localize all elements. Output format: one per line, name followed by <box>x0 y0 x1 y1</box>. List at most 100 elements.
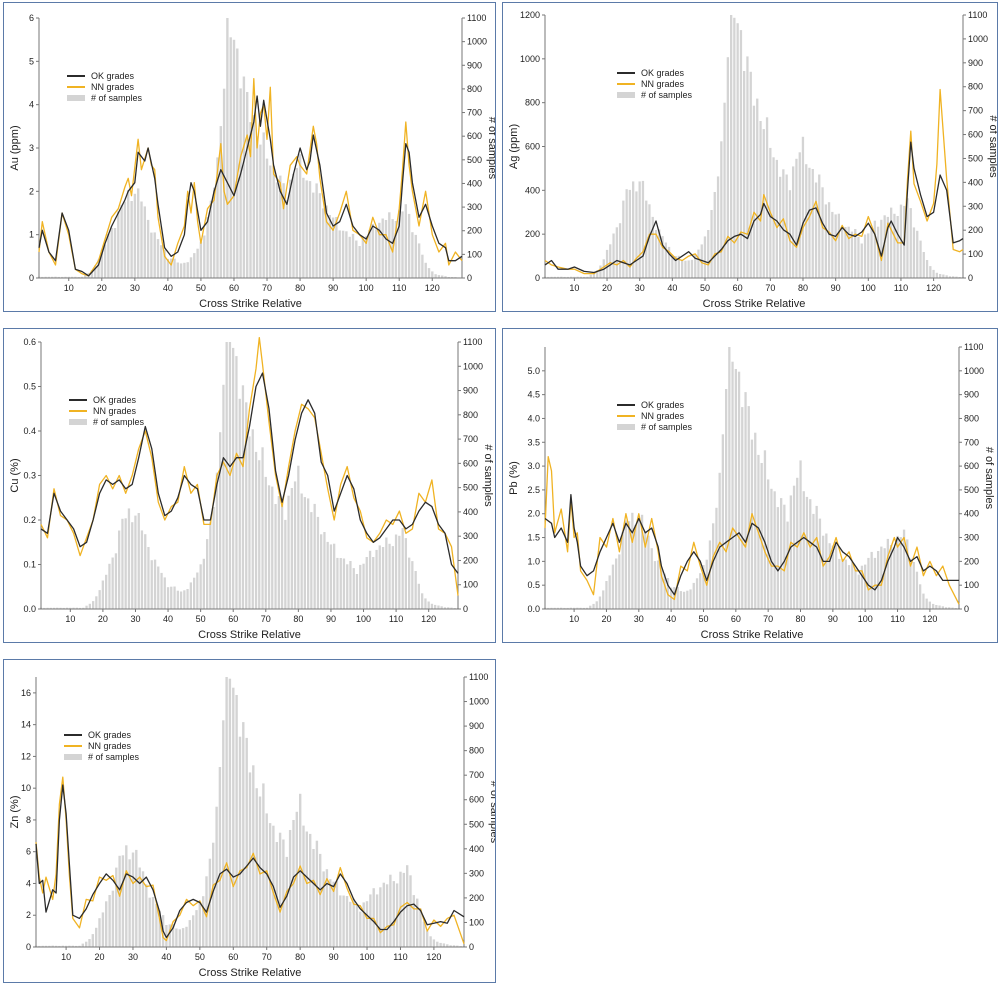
sample-bar <box>323 532 326 609</box>
sample-bar <box>261 447 264 609</box>
x-tick-label: 70 <box>763 614 773 624</box>
sample-bar <box>222 720 225 947</box>
sample-bar <box>952 276 955 278</box>
sample-bar <box>316 516 320 609</box>
sample-bar <box>166 258 170 278</box>
sample-bar <box>431 271 434 278</box>
x-tick-label: 50 <box>196 283 206 293</box>
sample-bar <box>703 236 707 278</box>
sample-bar <box>178 929 181 947</box>
sample-bar <box>275 842 278 947</box>
sample-bar <box>679 591 682 609</box>
sample-bar <box>890 207 893 278</box>
sample-bar <box>130 201 133 278</box>
sample-bar <box>658 229 661 278</box>
sample-bar <box>720 141 723 278</box>
sample-bar <box>272 166 275 278</box>
sample-bar <box>560 607 563 609</box>
sample-bar <box>38 945 41 947</box>
sample-bar <box>818 174 821 278</box>
sample-bar <box>870 226 873 278</box>
legend-samples-label: # of samples <box>88 752 140 762</box>
sample-bar <box>245 737 248 947</box>
sample-bar <box>741 407 744 609</box>
sample-bar <box>710 210 713 278</box>
y2-tick-label: 100 <box>469 917 484 927</box>
sample-bar <box>155 904 158 947</box>
sample-bar <box>570 276 573 278</box>
sample-bar <box>312 192 315 278</box>
legend-ok-label: OK grades <box>641 400 685 410</box>
x-tick-label: 70 <box>765 283 775 293</box>
sample-bar <box>602 590 605 609</box>
sample-bar <box>176 262 179 278</box>
x-tick-label: 10 <box>569 283 579 293</box>
sample-bar <box>319 853 322 947</box>
legend-samples-label: # of samples <box>93 417 145 427</box>
sample-bar <box>280 502 284 609</box>
sample-bar <box>274 504 277 609</box>
sample-bar <box>236 48 239 278</box>
sample-bar <box>628 189 631 278</box>
sample-bar <box>183 262 186 278</box>
sample-bar <box>365 557 368 609</box>
sample-bar <box>134 515 137 609</box>
sample-bar <box>85 941 88 947</box>
sample-bar <box>827 202 831 278</box>
sample-bar <box>103 244 107 278</box>
sample-bar <box>305 180 308 278</box>
sample-bar <box>346 564 349 609</box>
sample-bar <box>74 276 77 278</box>
sample-bar <box>786 521 789 609</box>
y2-tick-label: 1000 <box>463 361 483 371</box>
y2-tick-label: 400 <box>463 507 478 517</box>
x-tick-label: 50 <box>698 614 708 624</box>
sample-bar <box>128 859 131 947</box>
sample-bar <box>634 524 637 609</box>
sample-bar <box>456 945 459 947</box>
sample-bar <box>68 945 71 947</box>
sample-bar <box>54 276 57 278</box>
sample-bar <box>632 181 635 278</box>
sample-bar <box>228 678 232 947</box>
sample-bar <box>608 575 611 609</box>
sample-bar <box>232 39 236 278</box>
sample-bar <box>268 823 272 947</box>
sample-bar <box>422 921 426 947</box>
sample-bar <box>101 580 104 609</box>
sample-bar <box>127 190 130 278</box>
x-tick-label: 80 <box>798 283 808 293</box>
sample-bar <box>310 512 313 609</box>
sample-bar <box>196 572 199 609</box>
sample-bar <box>550 276 553 278</box>
sample-bar <box>92 601 95 609</box>
sample-bar <box>355 574 359 609</box>
sample-bar <box>336 557 339 609</box>
sample-bar <box>295 811 298 947</box>
sample-bar <box>621 531 624 609</box>
sample-bar <box>47 276 51 278</box>
sample-bar <box>447 607 450 609</box>
sample-bar <box>922 252 925 278</box>
sample-bar <box>749 71 752 278</box>
sample-bar <box>238 398 241 609</box>
sample-bar <box>401 211 404 278</box>
y-tick-label: 0.0 <box>23 604 36 614</box>
sample-bar <box>611 564 615 609</box>
sample-bar <box>265 813 268 947</box>
sample-bar <box>391 546 394 609</box>
x-tick-label: 120 <box>425 283 440 293</box>
sample-bar <box>592 603 595 609</box>
x-tick-label: 100 <box>356 614 371 624</box>
sample-bar <box>925 260 929 278</box>
sample-bar <box>441 275 444 278</box>
sample-bar <box>942 274 945 278</box>
sample-bar <box>553 607 556 609</box>
y2-tick-label: 1100 <box>964 342 983 352</box>
sample-bar <box>404 204 407 278</box>
sample-bar <box>439 942 442 947</box>
legend-nn-label: NN grades <box>641 79 685 89</box>
sample-bar <box>88 939 91 947</box>
x-tick-label: 30 <box>635 283 645 293</box>
y-tick-label: 4 <box>26 878 31 888</box>
